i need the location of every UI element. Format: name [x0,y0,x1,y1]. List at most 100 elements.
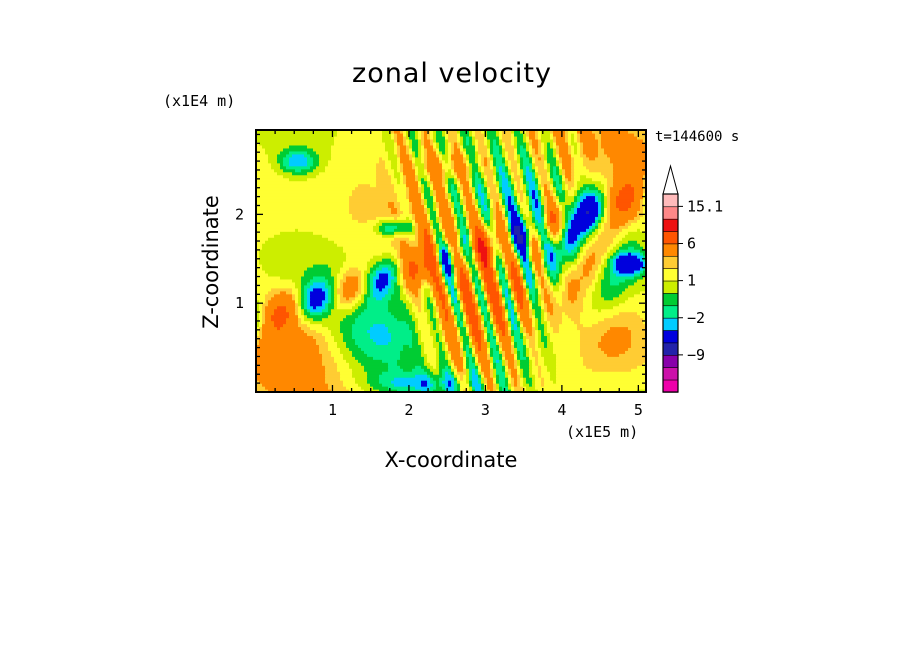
field-cell [556,180,560,185]
field-cell [481,278,485,283]
field-cell [511,350,515,354]
field-cell [580,252,587,256]
field-cell [442,299,446,304]
field-cell [487,138,491,143]
field-cell [391,207,398,211]
field-cell [562,222,566,226]
field-cell [532,174,536,179]
field-cell [508,177,512,182]
field-cell [454,383,458,387]
field-cell [499,135,503,140]
field-cell [517,246,527,250]
field-cell [514,174,521,179]
field-cell [343,317,356,322]
field-cell [466,258,473,262]
field-cell [526,228,530,232]
field-cell [529,359,533,363]
field-cell [475,237,479,241]
field-cell [334,299,338,304]
field-cell [517,195,521,200]
field-cell [496,216,503,220]
field-cell [505,323,509,328]
field-cell [541,174,548,179]
field-cell [361,311,392,316]
field-cell [439,213,452,217]
field-cell [553,344,581,348]
field-cell [520,204,530,209]
field-cell [421,156,425,161]
field-cell [406,192,410,197]
field-cell [394,204,401,209]
field-cell [499,323,506,328]
field-cell [520,252,527,256]
field-cell [529,150,533,155]
field-cell [490,156,494,161]
field-cell [580,231,587,235]
field-cell [511,171,515,176]
field-cell [496,228,506,232]
field-cell [394,314,413,319]
field-cell [403,258,425,262]
field-cell [286,165,311,170]
field-cell [463,317,467,322]
field-cell [607,263,611,268]
field-cell [469,243,473,247]
field-cell [430,174,443,179]
field-cell [289,159,308,164]
field-cell [256,371,326,375]
field-cell [619,252,629,256]
field-cell [469,183,473,188]
field-cell [430,290,434,295]
field-cell [394,147,398,152]
field-cell [475,261,479,265]
field-cell [580,281,593,286]
field-cell [562,299,572,304]
field-cell [421,189,425,194]
field-cell [502,290,506,295]
field-cell [478,141,485,146]
field-cell [331,153,389,158]
field-cell [403,171,416,176]
field-cell [460,231,467,235]
field-cell [475,225,479,229]
field-cell [553,237,560,241]
field-cell [391,159,398,164]
field-cell [550,141,554,146]
field-cell [496,386,500,390]
field-cell [520,219,524,223]
field-cell [502,243,512,247]
field-cell [445,135,449,140]
field-cell [559,228,563,232]
field-cell [517,243,527,247]
field-cell [256,278,293,283]
field-cell [481,383,485,387]
field-cell [349,365,365,369]
field-cell [520,195,524,200]
field-cell [565,261,578,265]
field-cell [256,308,260,313]
field-cell [439,362,449,366]
field-cell [580,261,587,265]
field-cell [502,135,512,140]
field-cell [292,278,302,283]
field-cell [475,284,482,289]
field-cell [460,314,464,319]
field-cell [307,171,320,176]
field-cell [547,269,551,274]
field-cell [493,371,497,375]
field-cell [400,353,422,357]
field-cell [568,225,572,229]
field-cell [436,261,440,265]
field-cell [415,213,428,217]
field-cell [418,180,422,185]
field-cell [304,153,311,158]
field-cell [421,150,425,155]
field-cell [604,207,608,211]
field-cell [439,240,443,244]
field-cell [445,281,449,286]
field-cell [514,281,521,286]
field-cell [364,269,371,274]
field-cell [559,147,569,152]
field-cell [547,144,551,149]
